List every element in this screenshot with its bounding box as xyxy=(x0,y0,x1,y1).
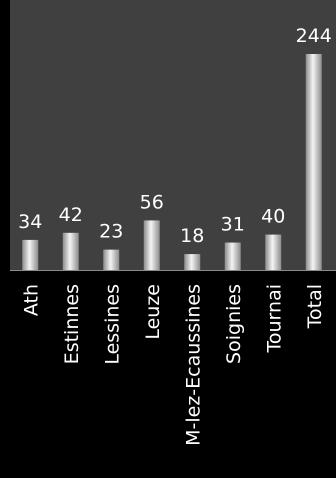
data-label: 18 xyxy=(180,225,204,247)
plot-area xyxy=(10,0,336,270)
bar-estinnes xyxy=(62,232,79,270)
data-label: 42 xyxy=(59,204,83,226)
category-label: Leuze xyxy=(142,284,164,340)
bar-m-lez-ecaussines xyxy=(184,254,201,270)
category-label: Estinnes xyxy=(61,284,83,364)
bar-tournai xyxy=(265,234,282,270)
bar-leuze xyxy=(143,220,160,270)
data-label: 56 xyxy=(140,191,164,213)
category-label: Ath xyxy=(20,284,42,316)
category-label: M-lez-Ecaussines xyxy=(182,284,204,446)
bar-soignies xyxy=(224,242,241,270)
data-label: 244 xyxy=(296,25,332,47)
data-label: 34 xyxy=(18,211,42,233)
bar-total xyxy=(305,54,322,270)
data-label: 40 xyxy=(261,206,285,228)
data-label: 23 xyxy=(99,221,123,243)
bar-ath xyxy=(22,239,39,270)
bar-lessines xyxy=(103,249,120,270)
data-label: 31 xyxy=(221,214,245,236)
category-label: Total xyxy=(304,284,326,329)
category-label: Soignies xyxy=(223,284,245,364)
category-label: Tournai xyxy=(263,284,285,354)
category-label: Lessines xyxy=(101,284,123,365)
